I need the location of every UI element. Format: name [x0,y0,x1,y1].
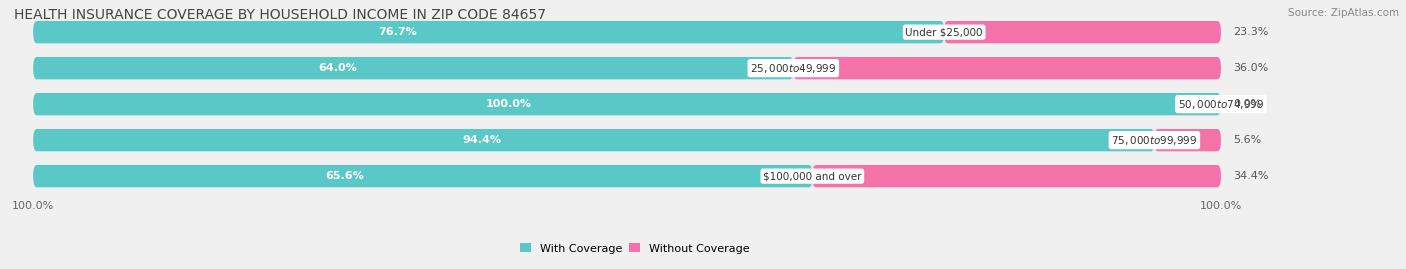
FancyBboxPatch shape [34,165,1220,187]
Text: 100.0%: 100.0% [485,99,531,109]
Text: 5.6%: 5.6% [1233,135,1261,145]
Text: $50,000 to $74,999: $50,000 to $74,999 [1178,98,1264,111]
FancyBboxPatch shape [813,165,1220,187]
Text: 36.0%: 36.0% [1233,63,1268,73]
Text: $75,000 to $99,999: $75,000 to $99,999 [1111,134,1198,147]
Text: 65.6%: 65.6% [325,171,364,181]
Text: 0.0%: 0.0% [1233,99,1261,109]
Text: $25,000 to $49,999: $25,000 to $49,999 [751,62,837,75]
FancyBboxPatch shape [34,165,813,187]
FancyBboxPatch shape [34,129,1154,151]
Text: $100,000 and over: $100,000 and over [763,171,862,181]
FancyBboxPatch shape [34,21,1220,43]
Text: Under $25,000: Under $25,000 [905,27,983,37]
FancyBboxPatch shape [34,21,945,43]
FancyBboxPatch shape [945,21,1220,43]
Text: 34.4%: 34.4% [1233,171,1268,181]
Text: 100.0%: 100.0% [13,201,55,211]
Text: 64.0%: 64.0% [318,63,357,73]
Text: 23.3%: 23.3% [1233,27,1268,37]
Text: 100.0%: 100.0% [1199,201,1241,211]
FancyBboxPatch shape [793,57,1220,79]
FancyBboxPatch shape [1154,129,1220,151]
FancyBboxPatch shape [34,129,1220,151]
FancyBboxPatch shape [34,57,1220,79]
Legend: With Coverage, Without Coverage: With Coverage, Without Coverage [516,239,754,258]
Text: 94.4%: 94.4% [463,135,501,145]
Text: Source: ZipAtlas.com: Source: ZipAtlas.com [1288,8,1399,18]
Text: 76.7%: 76.7% [378,27,418,37]
FancyBboxPatch shape [34,57,793,79]
Text: HEALTH INSURANCE COVERAGE BY HOUSEHOLD INCOME IN ZIP CODE 84657: HEALTH INSURANCE COVERAGE BY HOUSEHOLD I… [14,8,546,22]
FancyBboxPatch shape [34,93,1220,115]
FancyBboxPatch shape [34,93,1220,115]
